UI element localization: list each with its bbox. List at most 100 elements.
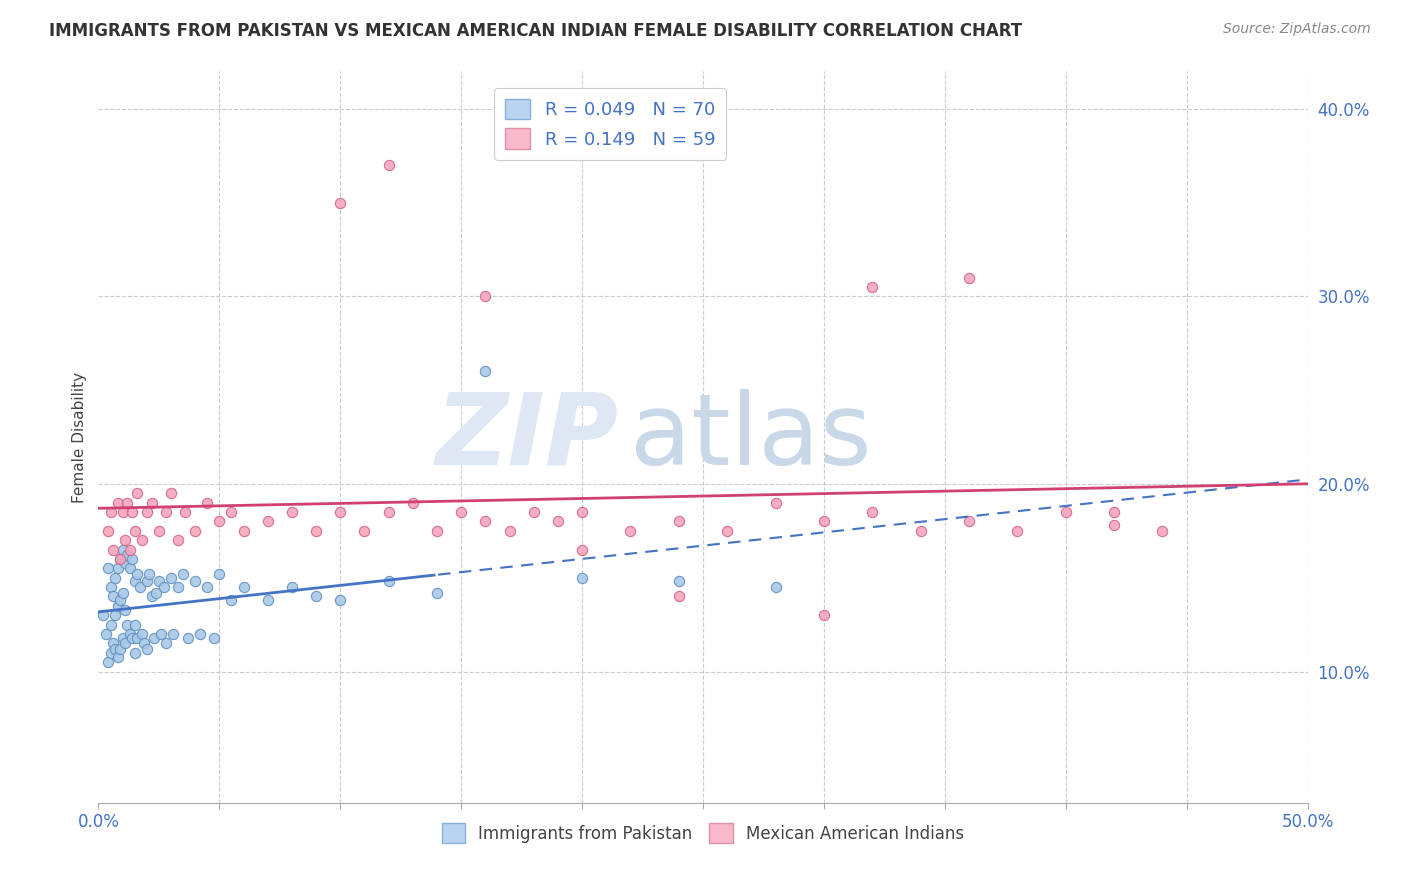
Point bbox=[138, 566, 160, 581]
Point bbox=[1152, 524, 1174, 538]
Point bbox=[114, 636, 136, 650]
Point bbox=[118, 627, 141, 641]
Point bbox=[91, 608, 114, 623]
Point bbox=[111, 631, 134, 645]
Point bbox=[619, 524, 641, 538]
Point bbox=[547, 515, 569, 529]
Point bbox=[450, 505, 472, 519]
Point bbox=[148, 574, 170, 589]
Text: Source: ZipAtlas.com: Source: ZipAtlas.com bbox=[1223, 22, 1371, 37]
Point bbox=[208, 515, 231, 529]
Point bbox=[108, 593, 131, 607]
Point bbox=[1102, 518, 1125, 533]
Point bbox=[377, 574, 399, 589]
Point bbox=[118, 542, 141, 557]
Point bbox=[523, 505, 546, 519]
Point bbox=[108, 552, 131, 566]
Point bbox=[160, 486, 183, 500]
Point bbox=[108, 552, 131, 566]
Point bbox=[108, 642, 131, 657]
Point bbox=[107, 496, 129, 510]
Point bbox=[195, 496, 218, 510]
Point bbox=[111, 586, 134, 600]
Point bbox=[155, 505, 177, 519]
Point bbox=[232, 580, 254, 594]
Point bbox=[114, 556, 136, 570]
Text: atlas: atlas bbox=[630, 389, 872, 485]
Point bbox=[145, 586, 167, 600]
Point bbox=[100, 505, 122, 519]
Point bbox=[668, 590, 690, 604]
Point bbox=[177, 631, 200, 645]
Point bbox=[150, 627, 173, 641]
Point bbox=[104, 608, 127, 623]
Point bbox=[152, 580, 174, 594]
Point bbox=[172, 566, 194, 581]
Point bbox=[221, 593, 243, 607]
Point bbox=[281, 505, 304, 519]
Point bbox=[114, 602, 136, 616]
Point bbox=[94, 627, 117, 641]
Point bbox=[377, 505, 399, 519]
Point bbox=[256, 515, 278, 529]
Point bbox=[668, 574, 690, 589]
Point bbox=[104, 571, 127, 585]
Point bbox=[281, 580, 304, 594]
Point bbox=[860, 280, 883, 294]
Point bbox=[148, 524, 170, 538]
Point bbox=[188, 627, 211, 641]
Point bbox=[204, 631, 226, 645]
Point bbox=[208, 566, 231, 581]
Point bbox=[127, 486, 149, 500]
Point bbox=[716, 524, 738, 538]
Point bbox=[107, 649, 129, 664]
Point bbox=[124, 574, 146, 589]
Point bbox=[353, 524, 375, 538]
Point bbox=[329, 195, 352, 210]
Point bbox=[426, 586, 449, 600]
Point bbox=[135, 642, 157, 657]
Point bbox=[813, 515, 835, 529]
Point bbox=[100, 580, 122, 594]
Point bbox=[135, 505, 157, 519]
Point bbox=[957, 270, 980, 285]
Point bbox=[377, 158, 399, 172]
Point bbox=[128, 580, 150, 594]
Y-axis label: Female Disability: Female Disability bbox=[72, 371, 87, 503]
Point bbox=[221, 505, 243, 519]
Point bbox=[143, 631, 166, 645]
Point bbox=[305, 590, 328, 604]
Point bbox=[111, 542, 134, 557]
Point bbox=[124, 617, 146, 632]
Point bbox=[765, 496, 787, 510]
Point bbox=[195, 580, 218, 594]
Point bbox=[232, 524, 254, 538]
Point bbox=[167, 533, 190, 548]
Point bbox=[184, 524, 207, 538]
Point bbox=[305, 524, 328, 538]
Point bbox=[101, 590, 124, 604]
Legend: Immigrants from Pakistan, Mexican American Indians: Immigrants from Pakistan, Mexican Americ… bbox=[434, 817, 972, 849]
Point bbox=[127, 566, 149, 581]
Point bbox=[813, 608, 835, 623]
Point bbox=[957, 515, 980, 529]
Point bbox=[474, 364, 496, 378]
Point bbox=[117, 548, 139, 562]
Point bbox=[498, 524, 520, 538]
Point bbox=[860, 505, 883, 519]
Point bbox=[474, 515, 496, 529]
Point bbox=[107, 561, 129, 575]
Point bbox=[121, 631, 143, 645]
Point bbox=[174, 505, 197, 519]
Point bbox=[121, 505, 143, 519]
Point bbox=[160, 571, 183, 585]
Point bbox=[124, 524, 146, 538]
Point bbox=[121, 552, 143, 566]
Point bbox=[1054, 505, 1077, 519]
Point bbox=[256, 593, 278, 607]
Point bbox=[97, 655, 120, 669]
Point bbox=[571, 505, 593, 519]
Point bbox=[184, 574, 207, 589]
Point bbox=[1007, 524, 1029, 538]
Point bbox=[124, 646, 146, 660]
